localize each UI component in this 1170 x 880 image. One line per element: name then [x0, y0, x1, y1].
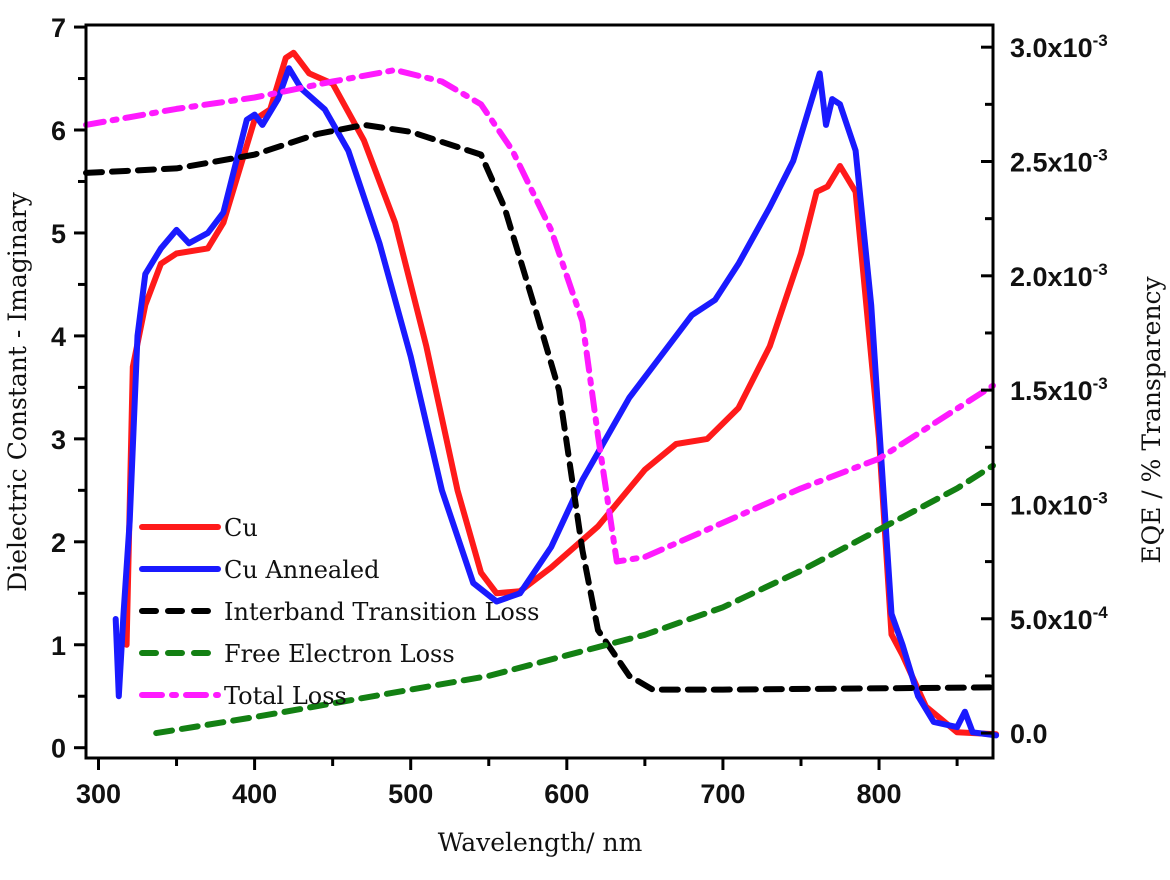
legend-label: Interband Transition Loss	[224, 598, 540, 626]
series-line-cu-annealed	[112, 65, 1000, 739]
y-tick-label: 5	[51, 219, 66, 249]
legend-label: Cu Annealed	[224, 556, 379, 584]
series-line-free-electron-loss	[153, 462, 996, 737]
y2-tick-label: 2.5x10-3	[1010, 145, 1108, 177]
y-axis-right: 0.0 5.0x10-4 1.0x10-3 1.5x10-3 2.0x10-3 2.5x1…	[981, 31, 1108, 749]
x-tick-label: 700	[700, 779, 745, 809]
x-tick-label: 600	[544, 779, 589, 809]
x-tick-label: 500	[388, 779, 433, 809]
y-axis-left: 0 1 2 3 4 5 6 7	[51, 13, 86, 764]
y-tick-label: 3	[51, 425, 66, 455]
legend-label: Cu	[224, 514, 258, 542]
y-tick-label: 0	[51, 734, 66, 764]
y-tick-label: 6	[51, 116, 66, 146]
series-line-cu	[123, 49, 1000, 738]
y2-tick-label: 5.0x10-4	[1010, 603, 1108, 635]
y-tick-label: 4	[51, 322, 66, 352]
x-tick-label: 800	[857, 779, 902, 809]
series-line-total-loss	[83, 67, 996, 565]
y2-tick-label: 0.0	[1010, 719, 1048, 749]
plot-frame	[84, 23, 995, 760]
y-tick-label: 1	[51, 631, 66, 661]
y2-tick-label: 1.0x10-3	[1010, 488, 1108, 520]
legend-item: Free Electron Loss	[139, 640, 455, 668]
y-axis-left-title: Dielectric Constant - Imaginary	[3, 191, 32, 592]
legend-item: Interband Transition Loss	[139, 598, 540, 626]
y2-tick-label: 1.5x10-3	[1010, 374, 1108, 406]
y-tick-label: 7	[51, 13, 66, 43]
legend-item: Cu	[139, 514, 258, 542]
x-tick-label: 300	[76, 779, 121, 809]
legend-label: Total Loss	[224, 682, 347, 710]
legend-item: Cu Annealed	[139, 556, 379, 584]
y2-tick-label: 2.0x10-3	[1010, 260, 1108, 292]
series-line-interband-transition-loss	[83, 121, 996, 693]
legend-item: Total Loss	[139, 682, 347, 710]
y-axis-right-title: EQE / % Transparency	[1137, 275, 1166, 563]
y-tick-label: 2	[51, 528, 66, 558]
legend: Cu Cu Annealed Interband Transition Loss Fr…	[139, 514, 540, 710]
x-axis: 300 400 500 600 700 800	[76, 758, 959, 809]
series-layer	[83, 49, 1000, 739]
x-tick-label: 400	[232, 779, 277, 809]
legend-label: Free Electron Loss	[224, 640, 455, 668]
x-axis-title: Wavelength/ nm	[438, 828, 643, 857]
y2-tick-label: 3.0x10-3	[1010, 31, 1108, 63]
